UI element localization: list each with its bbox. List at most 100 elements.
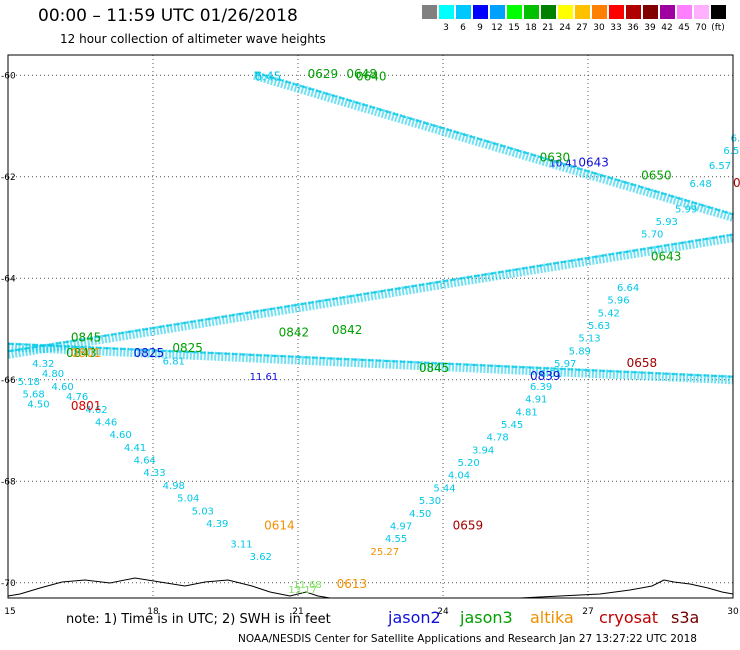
plot-frame — [7, 54, 734, 599]
wave-height-point: 4.60 — [52, 382, 74, 393]
wave-height-point: 3.11 — [230, 539, 252, 550]
wave-height-point: 4.41 — [124, 443, 146, 454]
color-scale-label: 36 — [627, 23, 639, 33]
color-scale-label: 42 — [661, 23, 673, 33]
time-annotation: 0648 — [346, 67, 377, 81]
mission-legend-altika: altika — [530, 608, 574, 627]
color-scale-label: 24 — [559, 23, 571, 33]
wave-height-point: 4.64 — [134, 456, 156, 467]
mission-legend-cryosat: cryosat — [599, 608, 659, 627]
color-scale-swatch — [660, 5, 675, 19]
time-annotation: 0843 — [66, 346, 97, 360]
wave-height-point: 4.98 — [163, 481, 185, 492]
color-scale-label: 45 — [678, 23, 690, 33]
color-scale-swatch — [626, 5, 641, 19]
color-scale-label: 70 — [695, 23, 707, 33]
wave-height-point: 4.55 — [385, 534, 407, 545]
color-scale-swatch — [711, 5, 726, 19]
time-annotation: 0825 — [172, 341, 203, 355]
time-annotation: 06 — [733, 176, 740, 190]
wave-height-point: 4.32 — [32, 359, 54, 370]
time-annotation: 0842 — [279, 326, 310, 340]
time-annotation: 0629 — [308, 67, 339, 81]
color-scale-swatch — [677, 5, 692, 19]
wave-height-point: 4.91 — [525, 395, 547, 406]
wave-height-point: 11.61 — [250, 372, 279, 383]
color-scale-label: 27 — [576, 23, 588, 33]
x-tick-label: 30 — [727, 607, 739, 617]
wave-height-point: 5.45 — [501, 420, 523, 431]
wave-height-point: 4.78 — [487, 433, 509, 444]
wave-height-point: 6.57 — [709, 161, 731, 172]
wave-height-point: 4.81 — [516, 407, 538, 418]
wave-height-point: 10.41 — [549, 159, 578, 170]
color-scale-swatch — [456, 5, 471, 19]
wave-height-point: 6.56 — [723, 146, 740, 157]
color-scale-label: 30 — [593, 23, 605, 33]
color-scale-label: 39 — [644, 23, 656, 33]
color-scale-swatch — [524, 5, 539, 19]
wave-height-point: 4.76 — [66, 392, 88, 403]
wave-height-point: 4.39 — [206, 519, 228, 530]
mission-legend-jason3: jason3 — [460, 608, 513, 627]
time-annotation: 6.45 — [255, 69, 282, 83]
coastline — [7, 577, 331, 599]
track-band — [254, 71, 734, 216]
wave-height-point: 25.27 — [371, 547, 400, 558]
wave-height-point: 5.18 — [18, 377, 40, 388]
wave-height-point: 3.94 — [472, 445, 494, 456]
time-annotation: 0614 — [264, 518, 295, 532]
wave-height-point: 5.20 — [458, 458, 480, 469]
wave-height-point: 4.50 — [27, 400, 49, 411]
color-scale-swatch — [439, 5, 454, 19]
color-scale-label: 21 — [542, 23, 554, 33]
color-scale-label: 3 — [443, 23, 449, 33]
wave-height-point: 4.33 — [143, 468, 165, 479]
time-annotation: 0842 — [332, 323, 363, 337]
time-annotation: 0658 — [627, 356, 658, 370]
wave-height-point: 6.01 — [540, 369, 562, 380]
wave-height-point: 5.30 — [419, 496, 441, 507]
wave-height-point: 4.62 — [85, 405, 107, 416]
time-annotation: 0630 — [540, 151, 571, 165]
wave-height-point: 5.93 — [656, 217, 678, 228]
color-scale-swatch — [473, 5, 488, 19]
color-scale-swatch — [575, 5, 590, 19]
mission-legend-jason2: jason2 — [388, 608, 441, 627]
wave-height-point: 5.03 — [192, 506, 214, 517]
color-scale-label: 18 — [525, 23, 537, 33]
wave-height-point: 5.96 — [607, 296, 629, 307]
wave-height-point: 5.70 — [641, 230, 663, 241]
wave-height-point: 5.44 — [433, 483, 455, 494]
color-scale-swatch — [558, 5, 573, 19]
x-tick-label: 24 — [437, 607, 449, 617]
track-band — [253, 70, 735, 222]
time-annotation: 0650 — [641, 168, 672, 182]
track-band — [7, 342, 734, 378]
wave-height-point: 4.60 — [110, 430, 132, 441]
wave-height-point: 4.46 — [95, 417, 117, 428]
wave-height-point: 4.50 — [409, 509, 431, 520]
wave-height-point: 4.04 — [448, 471, 470, 482]
time-annotation: 0643 — [651, 250, 682, 264]
time-annotation: 0839 — [530, 369, 561, 383]
color-scale-label: 33 — [610, 23, 622, 33]
coastline — [519, 579, 734, 599]
wave-height-point: 5.63 — [588, 321, 610, 332]
time-annotation: 0845 — [419, 361, 450, 375]
x-tick-label: 27 — [582, 607, 593, 617]
track-band — [7, 342, 734, 385]
track-band — [7, 233, 734, 353]
color-scale-swatch — [507, 5, 522, 19]
wave-height-point: 6.48 — [690, 179, 712, 190]
color-scale-swatch — [541, 5, 556, 19]
color-scale-label: 6 — [460, 23, 466, 33]
wave-height-point: 4.97 — [390, 521, 412, 532]
color-scale-swatch — [643, 5, 658, 19]
wave-height-point: 5.97 — [554, 359, 576, 370]
wave-height-point: 6.59 — [731, 133, 740, 144]
wave-height-point: 6.64 — [617, 283, 639, 294]
x-tick-label: 15 — [4, 607, 15, 617]
